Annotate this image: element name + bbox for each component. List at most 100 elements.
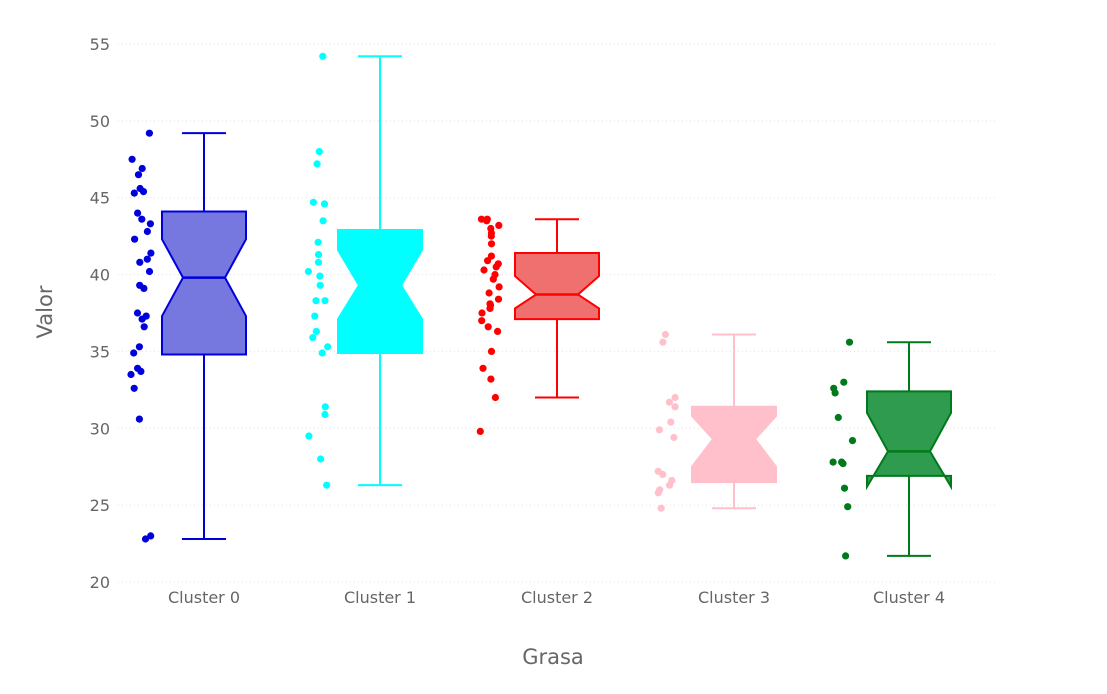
- data-point: [316, 281, 324, 289]
- data-point: [655, 426, 664, 434]
- y-tick-label: 20: [90, 573, 110, 592]
- data-point: [318, 349, 326, 357]
- notched-box: [514, 252, 600, 321]
- data-point: [321, 403, 329, 411]
- data-point: [128, 155, 136, 163]
- data-point: [305, 432, 313, 440]
- data-point: [495, 283, 503, 291]
- y-tick-label: 25: [90, 496, 110, 515]
- data-point: [141, 535, 150, 543]
- data-point: [659, 338, 667, 346]
- data-point: [829, 458, 837, 466]
- data-point: [136, 258, 144, 266]
- data-point: [145, 267, 154, 276]
- data-point: [312, 327, 320, 335]
- notched-box: [161, 210, 247, 356]
- data-point: [489, 275, 497, 283]
- data-point: [143, 255, 151, 263]
- data-point: [480, 266, 488, 274]
- data-point: [476, 427, 484, 435]
- data-point: [323, 481, 331, 489]
- data-point: [487, 232, 495, 240]
- data-point: [321, 410, 329, 419]
- data-point: [309, 334, 317, 342]
- data-point: [130, 384, 138, 392]
- data-point: [138, 215, 146, 223]
- data-point: [845, 338, 854, 346]
- data-point: [495, 221, 503, 229]
- y-tick-label: 40: [90, 266, 110, 285]
- data-point: [134, 171, 143, 179]
- data-point: [311, 312, 319, 320]
- data-point: [844, 503, 852, 511]
- data-point: [138, 164, 146, 173]
- x-axis-ticks: Cluster 0 Cluster 1 Cluster 2 Cluster 3 Clus…: [168, 588, 945, 607]
- data-point: [670, 433, 678, 442]
- data-point: [127, 370, 135, 379]
- data-point: [492, 263, 500, 271]
- data-point: [485, 289, 493, 297]
- data-point: [654, 489, 662, 497]
- data-point: [131, 235, 139, 243]
- data-point: [143, 227, 151, 236]
- data-point: [840, 378, 848, 386]
- data-point: [671, 403, 679, 411]
- data-point: [478, 317, 486, 325]
- data-point: [483, 217, 491, 225]
- data-point: [484, 257, 492, 265]
- data-point: [657, 504, 665, 512]
- data-point: [659, 470, 667, 478]
- y-tick-label: 35: [90, 342, 110, 361]
- data-point: [138, 315, 146, 323]
- x-axis-title: Grasa: [522, 645, 584, 669]
- data-point: [314, 251, 323, 259]
- y-tick-label: 45: [90, 189, 110, 208]
- data-point: [146, 220, 154, 228]
- data-point: [133, 309, 142, 317]
- x-tick-label: Cluster 1: [344, 588, 416, 607]
- data-point: [848, 437, 857, 445]
- data-point: [666, 481, 674, 489]
- data-point: [487, 240, 496, 248]
- data-point: [478, 309, 486, 317]
- notched-box: [337, 228, 423, 354]
- y-tick-label: 55: [90, 35, 110, 54]
- data-point: [319, 217, 327, 225]
- data-point: [317, 455, 325, 463]
- x-tick-label: Cluster 4: [873, 588, 945, 607]
- data-point: [665, 398, 674, 406]
- data-point: [839, 460, 847, 468]
- data-point: [309, 198, 317, 206]
- data-point: [315, 148, 323, 156]
- data-point: [661, 330, 670, 339]
- data-point: [321, 297, 329, 305]
- data-point: [140, 323, 148, 331]
- y-axis-ticks: 20 25 30 35 40 45 50 55: [90, 35, 110, 592]
- data-point: [479, 364, 487, 372]
- data-point: [312, 297, 320, 305]
- data-point: [494, 327, 502, 335]
- data-point: [324, 343, 332, 351]
- data-point: [834, 413, 842, 422]
- data-point: [671, 393, 679, 402]
- data-point: [134, 209, 142, 217]
- data-point: [313, 160, 321, 168]
- data-point: [304, 267, 312, 276]
- box-group-0: [161, 132, 247, 540]
- data-point: [147, 249, 155, 257]
- data-point: [139, 188, 148, 196]
- x-tick-label: Cluster 2: [521, 588, 593, 607]
- data-point: [319, 52, 327, 60]
- data-point: [147, 532, 155, 540]
- data-point: [494, 295, 503, 303]
- data-point: [145, 129, 153, 137]
- data-point: [831, 389, 839, 397]
- boxes: [161, 55, 952, 557]
- data-points: [127, 52, 857, 560]
- box-group-1: [337, 55, 423, 487]
- data-point: [840, 484, 849, 492]
- data-point: [487, 347, 496, 355]
- data-point: [137, 367, 145, 375]
